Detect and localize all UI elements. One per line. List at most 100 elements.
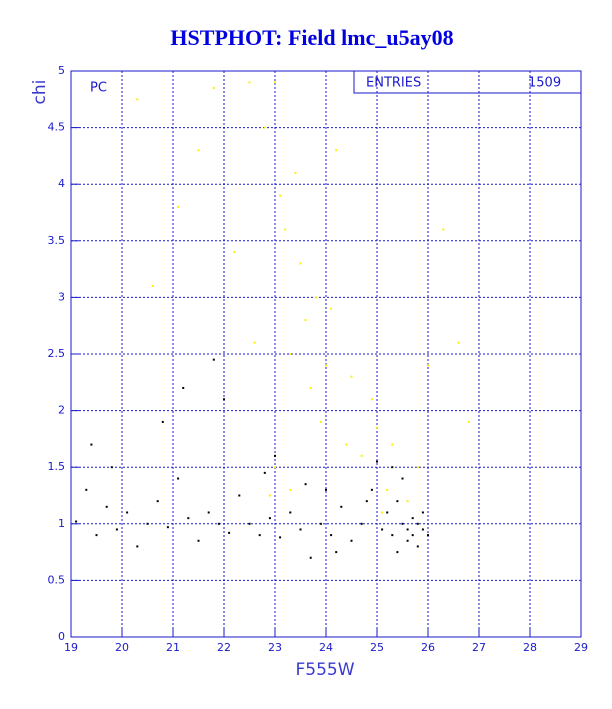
point bbox=[350, 375, 353, 378]
x-tick-label: 23 bbox=[268, 641, 282, 654]
point bbox=[223, 398, 225, 401]
point bbox=[289, 353, 292, 355]
point bbox=[330, 307, 333, 310]
point bbox=[110, 466, 113, 469]
point bbox=[360, 454, 363, 457]
point bbox=[309, 386, 312, 389]
point bbox=[156, 500, 159, 503]
point bbox=[299, 528, 302, 531]
point bbox=[391, 443, 394, 446]
point bbox=[416, 522, 419, 525]
point bbox=[396, 500, 399, 503]
y-tick-label: 1.5 bbox=[48, 460, 66, 473]
y-tick-label: 2 bbox=[58, 404, 65, 417]
annotation: PC bbox=[90, 81, 107, 96]
point bbox=[75, 520, 78, 523]
point bbox=[345, 443, 348, 446]
x-tick-label: 24 bbox=[319, 641, 333, 654]
point bbox=[90, 443, 93, 446]
point bbox=[411, 517, 414, 520]
point bbox=[325, 488, 327, 491]
point bbox=[319, 420, 322, 423]
y-tick-label: 2.5 bbox=[48, 347, 66, 360]
point bbox=[263, 126, 266, 129]
point bbox=[136, 545, 139, 548]
point bbox=[166, 526, 169, 529]
point bbox=[284, 228, 287, 231]
point bbox=[442, 228, 445, 231]
point bbox=[406, 528, 409, 531]
point bbox=[217, 522, 220, 525]
point bbox=[253, 341, 256, 344]
x-tick-label: 29 bbox=[574, 641, 588, 654]
y-tick-label: 4.5 bbox=[48, 121, 66, 134]
point bbox=[406, 539, 409, 542]
point bbox=[370, 398, 373, 401]
point bbox=[274, 466, 276, 469]
y-tick-label: 3 bbox=[58, 290, 65, 303]
point bbox=[289, 488, 292, 491]
point bbox=[391, 534, 394, 537]
point bbox=[212, 86, 215, 89]
point bbox=[401, 522, 404, 525]
y-tick-label: 5 bbox=[58, 64, 65, 77]
point bbox=[212, 358, 215, 361]
x-axis-label: F555W bbox=[295, 660, 354, 680]
point bbox=[467, 420, 470, 423]
point bbox=[228, 531, 231, 534]
point bbox=[391, 466, 394, 469]
point bbox=[416, 545, 419, 548]
point bbox=[248, 81, 251, 84]
point bbox=[177, 205, 180, 208]
point bbox=[289, 511, 292, 514]
point bbox=[279, 194, 282, 197]
point bbox=[294, 171, 297, 174]
y-tick-label: 0 bbox=[58, 630, 65, 643]
point bbox=[268, 517, 271, 520]
point bbox=[182, 386, 185, 389]
point bbox=[319, 522, 322, 525]
point bbox=[396, 551, 399, 554]
y-axis-label: chi bbox=[30, 80, 50, 105]
point bbox=[126, 511, 129, 514]
point bbox=[335, 149, 338, 152]
x-tick-label: 28 bbox=[523, 641, 537, 654]
y-tick-label: 0.5 bbox=[48, 573, 66, 586]
point bbox=[274, 454, 276, 457]
point bbox=[263, 471, 266, 474]
y-tick-label: 3.5 bbox=[48, 234, 66, 247]
point bbox=[335, 551, 338, 554]
point bbox=[309, 556, 312, 559]
point bbox=[85, 488, 88, 491]
x-tick-label: 26 bbox=[421, 641, 435, 654]
point bbox=[187, 517, 190, 520]
x-tick-label: 20 bbox=[115, 641, 129, 654]
point bbox=[340, 505, 343, 508]
stats-label: ENTRIES bbox=[366, 76, 421, 91]
point bbox=[376, 460, 378, 463]
point bbox=[427, 534, 429, 537]
point bbox=[386, 488, 389, 491]
x-tick-label: 22 bbox=[217, 641, 231, 654]
point bbox=[421, 511, 424, 514]
point bbox=[411, 534, 414, 537]
point bbox=[258, 534, 261, 537]
point bbox=[350, 539, 353, 542]
point bbox=[274, 81, 276, 84]
point bbox=[401, 477, 404, 480]
point bbox=[386, 511, 389, 514]
x-tick-label: 25 bbox=[370, 641, 384, 654]
x-tick-label: 27 bbox=[472, 641, 486, 654]
point bbox=[146, 522, 149, 525]
point bbox=[248, 522, 251, 525]
point bbox=[136, 98, 139, 101]
x-tick-label: 19 bbox=[64, 641, 78, 654]
point bbox=[457, 341, 460, 344]
point bbox=[365, 500, 368, 503]
x-tick-label: 21 bbox=[166, 641, 180, 654]
stats-box bbox=[353, 70, 582, 94]
point bbox=[115, 528, 118, 531]
point bbox=[151, 285, 154, 288]
point bbox=[268, 494, 271, 497]
